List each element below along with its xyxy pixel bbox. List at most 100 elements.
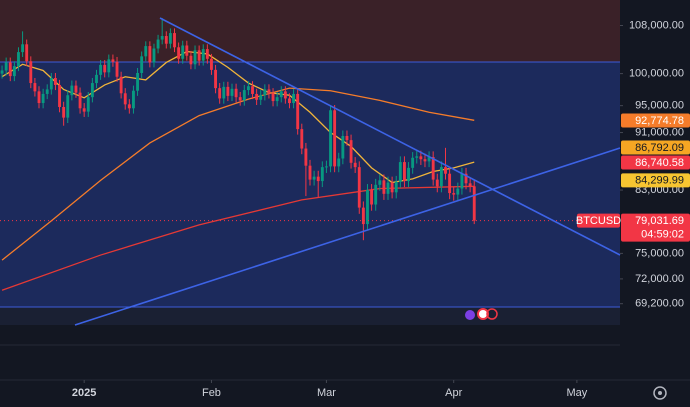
candle-body — [407, 167, 410, 182]
event-icon[interactable] — [465, 310, 475, 320]
candle-body — [17, 52, 20, 67]
candle-body — [472, 186, 476, 221]
candle-body — [62, 106, 66, 118]
candle-body — [366, 190, 369, 225]
y-tick-label: 108,000.00 — [629, 19, 684, 31]
last-price-label: 79,031.69 — [635, 215, 684, 227]
candle-body — [259, 95, 263, 100]
candle-body — [271, 93, 275, 102]
candle-body — [29, 61, 33, 84]
candle-body — [398, 162, 402, 182]
candle-body — [189, 55, 193, 65]
candle-body — [234, 88, 238, 98]
candle-body — [210, 58, 213, 70]
candle-body — [173, 33, 176, 48]
moving-average — [1, 87, 475, 261]
candle-body — [353, 162, 357, 168]
event-icon[interactable] — [479, 310, 487, 318]
price-badge-label: 86,792.09 — [635, 142, 684, 154]
price-badges: 92,774.78 86,792.09 86,740.58 84,299.99 BTCU… — [576, 113, 690, 242]
candle-body — [456, 188, 460, 195]
candle-body — [382, 180, 386, 194]
candle-body — [168, 33, 172, 44]
candle-body — [345, 135, 349, 141]
x-tick-label: 2025 — [72, 387, 96, 399]
candle-body — [324, 166, 328, 168]
candle-body — [390, 182, 394, 193]
candle-body — [205, 49, 209, 59]
candle-body — [349, 140, 353, 163]
candle-body — [246, 86, 250, 91]
candle-body — [164, 36, 168, 44]
candle-body — [386, 182, 390, 194]
candle-body — [357, 167, 361, 208]
candle-body — [53, 77, 57, 85]
candle-body — [419, 156, 423, 160]
candle-body — [127, 104, 131, 109]
y-tick-label: 75,000.00 — [635, 247, 684, 259]
candle-body — [304, 148, 308, 166]
candle-body — [431, 157, 435, 180]
candle-body — [177, 47, 181, 59]
candle-body — [123, 93, 127, 105]
candle-body — [439, 167, 443, 187]
candle-body — [316, 176, 320, 182]
price-badge — [621, 173, 690, 188]
candle-body — [160, 36, 164, 40]
price-badge-label: 86,740.58 — [635, 157, 684, 169]
candle-body — [82, 108, 86, 112]
x-tick-label: May — [566, 387, 587, 399]
resistance-zone — [0, 0, 620, 62]
candle-body — [333, 110, 337, 167]
symbol-label: BTCUSD — [576, 215, 621, 227]
candle-body — [156, 39, 160, 49]
candle-body — [263, 89, 267, 96]
y-tick-label: 95,000.00 — [635, 100, 684, 112]
candle-body — [193, 50, 197, 65]
settings-icon[interactable] — [658, 391, 662, 395]
candle-body — [103, 64, 107, 73]
candle-body — [448, 173, 452, 194]
candle-body — [66, 95, 70, 118]
candle-body — [115, 61, 119, 77]
candle-body — [95, 74, 98, 84]
candle-body — [25, 44, 29, 62]
candle-body — [423, 159, 427, 162]
event-icon[interactable] — [486, 308, 498, 320]
price-badge — [621, 155, 690, 170]
candle-body — [251, 86, 254, 94]
candle-body — [468, 183, 472, 187]
candle-body — [444, 167, 447, 174]
candle-body — [74, 85, 78, 93]
trend-line — [74, 147, 621, 326]
candle-body — [226, 86, 230, 96]
candle-body — [37, 91, 41, 104]
candle-body — [33, 83, 37, 92]
support-zone — [0, 307, 620, 325]
candle-body — [337, 158, 341, 167]
settings-icon[interactable] — [653, 386, 667, 400]
candle-body — [70, 85, 74, 96]
candle-body — [49, 77, 53, 90]
candle-body — [394, 181, 398, 193]
candle-body — [374, 184, 378, 205]
candle-body — [41, 93, 45, 104]
y-tick-label: 69,200.00 — [635, 298, 684, 310]
candle-body — [370, 190, 374, 205]
candle-body — [329, 110, 332, 167]
x-tick-label: Apr — [445, 387, 462, 399]
candle-body — [181, 45, 185, 59]
candle-body — [411, 157, 415, 168]
candle-body — [283, 91, 287, 99]
x-tick-label: Mar — [317, 387, 336, 399]
candle-body — [90, 83, 94, 98]
candle-body — [214, 69, 217, 89]
candle-body — [119, 76, 123, 94]
candle-body — [279, 91, 283, 98]
candle-body — [12, 66, 16, 77]
candle-body — [292, 93, 296, 104]
candle-body — [8, 62, 12, 77]
candle-body — [238, 97, 242, 101]
candle-body — [45, 89, 49, 94]
